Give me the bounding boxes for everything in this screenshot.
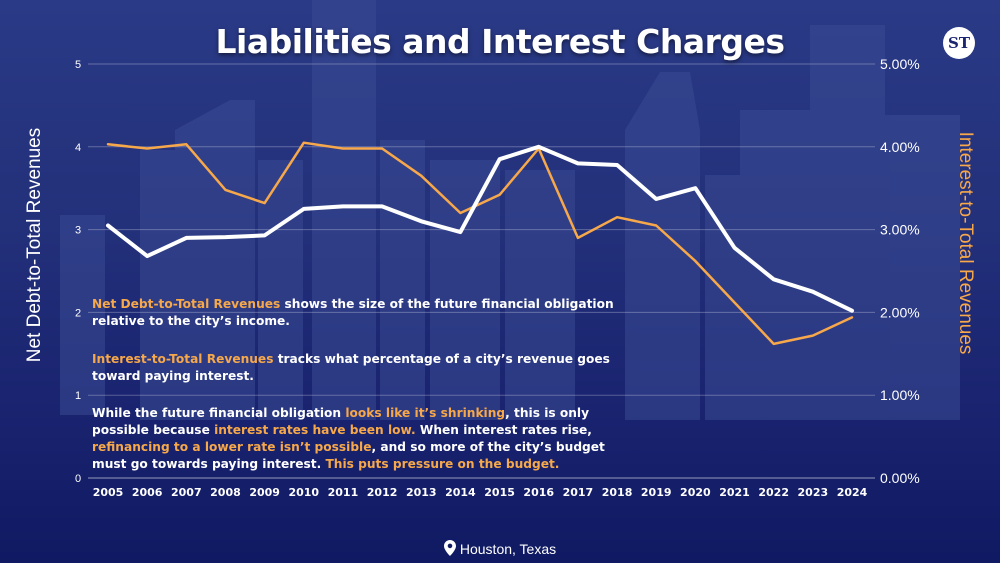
x-tick-label: 2014 — [445, 486, 476, 499]
location-text: Houston, Texas — [459, 541, 557, 557]
x-tick-label: 2010 — [288, 486, 319, 499]
y-axis-label-right: Interest-to-Total Revenues — [955, 131, 976, 355]
annotation-highlight: interest rates have been low. — [214, 423, 416, 437]
annotation-highlight: looks like it’s shrinking — [345, 406, 506, 420]
x-tick-label: 2008 — [210, 486, 241, 499]
annotation-highlight: Interest-to-Total Revenues — [92, 352, 274, 366]
y-tick-label-left: 1 — [75, 390, 81, 402]
x-tick-label: 2018 — [602, 486, 633, 499]
annotation-text: shows the size of the future financial o… — [92, 297, 614, 328]
x-tick-label: 2020 — [680, 486, 711, 499]
x-tick-label: 2005 — [93, 486, 124, 499]
x-tick-label: 2016 — [523, 486, 554, 499]
map-pin-icon — [443, 540, 456, 556]
x-tick-label: 2011 — [328, 486, 359, 499]
x-tick-label: 2024 — [837, 486, 868, 499]
y-tick-label-right: 1.00% — [880, 387, 920, 403]
x-tick-label: 2022 — [758, 486, 789, 499]
x-tick-label: 2021 — [719, 486, 750, 499]
x-axis-ticks: 2005 2006 2007 2008 2009 2010 2011 2012 2013 2014… — [93, 486, 868, 499]
y-tick-label-right: 5.00% — [880, 56, 920, 72]
x-tick-label: 2012 — [367, 486, 398, 499]
interest-to-total-revenues-line — [106, 141, 854, 346]
y-tick-label-left: 2 — [75, 307, 81, 319]
location-caption: Houston, Texas — [0, 540, 1000, 557]
net-debt-to-total-revenues-line — [106, 144, 854, 313]
annotation-pressure: While the future financial obligation lo… — [92, 405, 632, 473]
publisher-logo: ST — [943, 27, 975, 59]
y-tick-label-right: 0.00% — [880, 470, 920, 486]
x-tick-label: 2017 — [563, 486, 594, 499]
annotation-text: , and so more of the city’s budget must … — [92, 440, 605, 471]
right-axis-ticks: 0.00% 1.00% 2.00% 3.00% 4.00% 5.00% — [880, 56, 920, 486]
annotation-text: While the future financial obligation — [92, 406, 346, 420]
y-tick-label-left: 0 — [75, 473, 81, 485]
annotation-text: When interest rates rise, — [415, 423, 592, 437]
y-tick-label-right: 3.00% — [880, 222, 920, 238]
x-tick-label: 2007 — [171, 486, 202, 499]
x-tick-label: 2009 — [249, 486, 280, 499]
x-tick-label: 2013 — [406, 486, 437, 499]
annotation-highlight: refinancing to a lower rate isn’t possib… — [92, 440, 372, 454]
y-tick-label-left: 4 — [75, 142, 81, 154]
annotation-net-debt: Net Debt-to-Total Revenues shows the siz… — [92, 296, 632, 330]
left-axis-ticks: 0 1 2 3 4 5 — [75, 59, 81, 485]
y-tick-label-right: 4.00% — [880, 139, 920, 155]
y-axis-label-left: Net Debt-to-Total Revenues — [24, 127, 45, 363]
x-tick-label: 2015 — [484, 486, 515, 499]
x-tick-label: 2023 — [798, 486, 829, 499]
annotation-highlight: This puts pressure on the budget. — [325, 457, 560, 471]
y-tick-label-left: 5 — [75, 59, 81, 71]
y-tick-label-left: 3 — [75, 225, 81, 237]
x-tick-label: 2006 — [132, 486, 163, 499]
series-lines — [106, 141, 854, 346]
annotation-text: , this is only possible because — [92, 406, 590, 437]
chart-title: Liabilities and Interest Charges — [215, 22, 785, 61]
annotation-interest: Interest-to-Total Revenues tracks what p… — [92, 351, 632, 385]
annotation-text: tracks what percentage of a city’s reven… — [92, 352, 610, 383]
annotation-highlight: Net Debt-to-Total Revenues — [92, 297, 281, 311]
x-tick-label: 2019 — [641, 486, 672, 499]
y-tick-label-right: 2.00% — [880, 304, 920, 320]
skyline-backdrop — [60, 0, 960, 420]
